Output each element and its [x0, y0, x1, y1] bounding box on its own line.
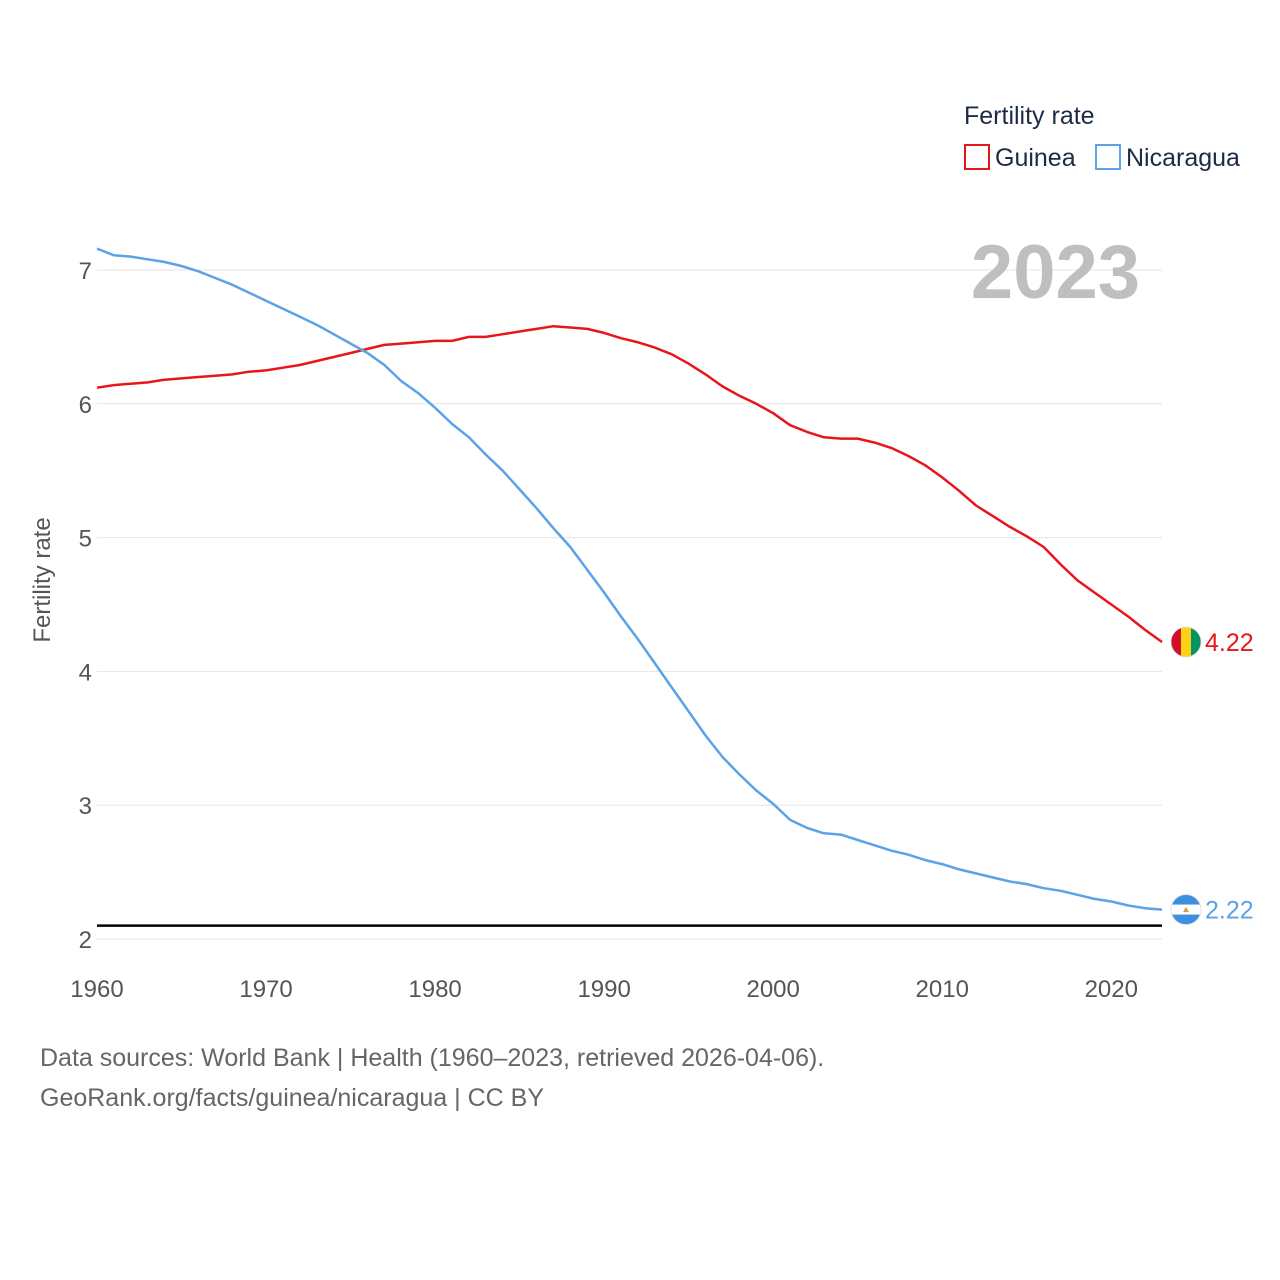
y-tick-label: 5 [79, 526, 92, 553]
current-year-label: 2023 [971, 230, 1140, 315]
x-axis-ticks: 1960 1970 1980 1990 2000 2010 2020 [70, 976, 1138, 1003]
x-tick-label: 2000 [746, 976, 799, 1003]
x-tick-label: 1960 [70, 976, 123, 1003]
guinea-flag-icon [1171, 626, 1201, 657]
flag-border [1170, 626, 1202, 658]
series-line-guinea[interactable] [96, 324, 1163, 644]
x-tick-label: 1990 [577, 976, 630, 1003]
grid-lines [97, 269, 1162, 940]
series-line-nicaragua[interactable] [96, 247, 1163, 911]
y-tick-label: 6 [79, 392, 92, 419]
footer-source-text: Data sources: World Bank | Health (1960–… [40, 1044, 825, 1072]
legend: Fertility rate Guinea Nicaragua [964, 102, 1240, 172]
x-tick-label: 1970 [239, 976, 292, 1003]
series-lines [96, 247, 1163, 911]
y-tick-label: 4 [79, 659, 92, 686]
x-tick-label: 2010 [916, 976, 969, 1003]
legend-label-guinea[interactable]: Guinea [995, 144, 1076, 172]
x-tick-label: 1980 [408, 976, 461, 1003]
end-value-label-guinea: 4.22 [1205, 629, 1254, 657]
legend-swatch-guinea[interactable] [964, 144, 990, 170]
y-axis-title: Fertility rate [29, 517, 56, 642]
y-axis-ticks: 2 3 4 5 6 7 [79, 258, 92, 954]
y-tick-label: 3 [79, 793, 92, 820]
legend-swatch-nicaragua[interactable] [1095, 144, 1121, 170]
footer-link-text[interactable]: GeoRank.org/facts/guinea/nicaragua | CC … [40, 1084, 544, 1112]
nicaragua-flag-icon [1171, 894, 1201, 925]
legend-label-nicaragua[interactable]: Nicaragua [1126, 144, 1240, 172]
flag-border [1170, 894, 1202, 925]
legend-title: Fertility rate [964, 102, 1095, 130]
series-end-markers: 4.22 2.22 [1170, 626, 1254, 925]
y-tick-label: 7 [79, 258, 92, 285]
x-tick-label: 2020 [1085, 976, 1138, 1003]
end-value-label-nicaragua: 2.22 [1205, 897, 1254, 925]
y-tick-label: 2 [79, 927, 92, 954]
